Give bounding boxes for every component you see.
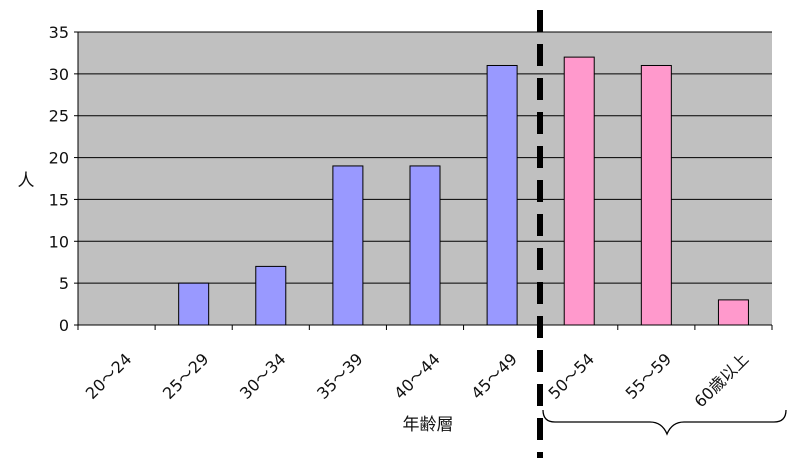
bar-5 bbox=[409, 165, 441, 326]
bar-9 bbox=[717, 299, 749, 326]
x-tick-label: 60歳以上 bbox=[690, 349, 752, 411]
bar-7 bbox=[563, 56, 595, 326]
age-group-brace bbox=[542, 409, 787, 436]
x-tick-label: 45～49 bbox=[467, 349, 521, 403]
y-tick-label: 20 bbox=[49, 149, 69, 168]
x-tick-label: 30～34 bbox=[236, 349, 290, 403]
x-tick-label: 50～54 bbox=[544, 349, 598, 403]
bar-8 bbox=[640, 64, 672, 326]
x-tick-label: 20～24 bbox=[82, 349, 136, 403]
x-axis-title: 年齢層 bbox=[403, 415, 454, 435]
x-tick-label: 25～29 bbox=[159, 349, 213, 403]
y-tick-label: 5 bbox=[59, 274, 69, 293]
y-tick-label: 35 bbox=[49, 23, 69, 42]
y-tick-label: 0 bbox=[59, 316, 69, 335]
x-tick-label: 40～44 bbox=[390, 349, 444, 403]
y-tick-label: 25 bbox=[49, 107, 69, 126]
x-tick-labels: 20～24 25～29 30～34 35～39 40～44 45～49 50～54 55～59… bbox=[77, 325, 773, 411]
y-axis-title: 人 bbox=[18, 171, 35, 191]
y-tick-labels: 0 5 10 15 20 25 30 35 bbox=[49, 23, 78, 335]
bar-4 bbox=[332, 165, 364, 326]
y-tick-label: 15 bbox=[49, 190, 69, 209]
bar-3 bbox=[255, 265, 287, 326]
bar-2 bbox=[178, 282, 210, 326]
y-tick-label: 10 bbox=[49, 232, 69, 251]
x-tick-label: 35～39 bbox=[313, 349, 367, 403]
bar-6 bbox=[486, 64, 518, 326]
y-tick-label: 30 bbox=[49, 65, 69, 84]
x-tick-label: 55～59 bbox=[622, 349, 676, 403]
